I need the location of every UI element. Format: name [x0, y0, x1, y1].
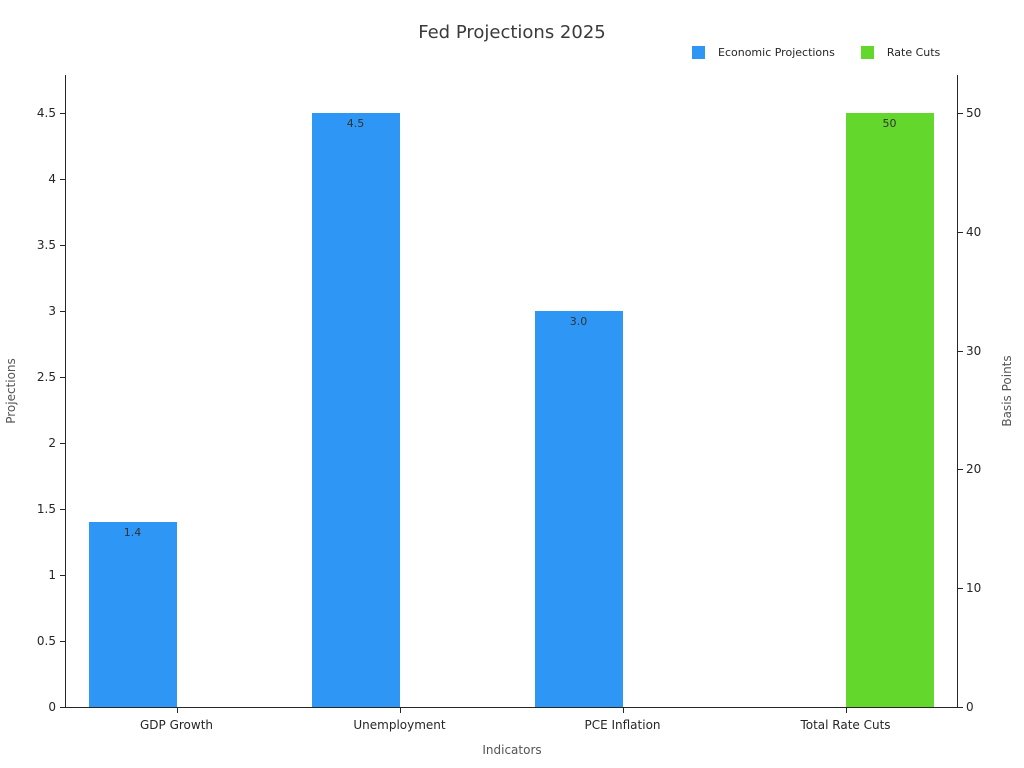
y-axis-right-tick-label: 0: [966, 700, 974, 714]
bar-value-label: 3.0: [569, 315, 588, 328]
y-axis-right-tick: [958, 707, 963, 708]
x-axis-tick-label: Total Rate Cuts: [800, 718, 891, 732]
x-axis-tick-label: Unemployment: [353, 718, 446, 732]
legend-swatch-blue: [692, 46, 705, 59]
bar-value-label: 50: [882, 117, 897, 130]
x-axis-tick-label: PCE Inflation: [584, 718, 661, 732]
y-axis-right-tick: [958, 231, 963, 233]
y-axis-left-tick: [60, 509, 65, 510]
legend-label-economic-projections: Economic Projections: [718, 46, 835, 59]
y-axis-left-tick: [60, 641, 65, 642]
y-axis-left-tick-label: 0: [48, 700, 56, 714]
x-axis-spine: [65, 707, 958, 708]
chart-title: Fed Projections 2025: [418, 22, 606, 43]
y-axis-left-tick: [60, 377, 65, 378]
bar-value-label: 1.4: [123, 526, 142, 540]
x-axis-title: Indicators: [482, 743, 542, 757]
bar-value-label: 4.5: [346, 117, 365, 130]
y-axis-left-tick: [60, 311, 65, 312]
x-axis-tick: [176, 708, 178, 713]
y-axis-right-tick-label: 50: [966, 106, 982, 120]
y-axis-left-tick: [60, 179, 65, 180]
y-axis-left-tick-label: 4: [48, 172, 56, 186]
y-axis-right-tick: [958, 469, 963, 471]
x-axis-tick: [845, 708, 847, 713]
y-axis-left-tick-label: 1.5: [36, 502, 56, 516]
legend-label-rate-cuts: Rate Cuts: [886, 46, 941, 59]
bar-total-rate-cuts: [845, 113, 934, 707]
y-axis-left-tick-label: 2.5: [36, 370, 56, 384]
y-axis-right-tick-label: 30: [966, 343, 982, 358]
y-axis-right-tick-label: 20: [966, 462, 982, 477]
x-axis-tick-label: GDP Growth: [139, 718, 214, 732]
legend-swatch-green: [860, 46, 874, 59]
x-axis-tick: [399, 708, 401, 713]
y-axis-left-tick-label: 2: [48, 436, 56, 450]
legend-item-rate-cuts: Rate Cuts: [860, 46, 941, 59]
legend: Economic Projections Rate Cuts: [692, 46, 940, 59]
y-axis-left-tick: [60, 113, 65, 114]
y-axis-left-tick-label: 3.5: [36, 238, 56, 252]
y-axis-left-tick-label: 0.5: [36, 634, 56, 648]
x-axis-tick: [622, 708, 624, 713]
y-axis-left-tick-label: 3: [48, 304, 56, 318]
y-axis-right-tick: [958, 350, 963, 352]
y-axis-right-tick-label: 10: [966, 581, 982, 596]
y-axis-left-tick: [60, 707, 65, 708]
y-axis-right-tick: [958, 588, 963, 590]
legend-item-economic-projections: Economic Projections: [692, 46, 835, 59]
y-axis-left-tick-label: 4.5: [36, 106, 56, 120]
bar-gdp-growth: [88, 522, 177, 707]
y-axis-left-tick: [60, 443, 65, 444]
y-axis-left-tick: [60, 575, 65, 576]
y-axis-right-spine: [957, 75, 958, 708]
y-axis-right-tick: [958, 113, 963, 114]
bar-pce-inflation: [534, 311, 623, 707]
y-axis-left-tick-label: 1: [48, 568, 56, 582]
bar-unemployment: [311, 113, 400, 707]
y-axis-right-tick-label: 40: [966, 224, 982, 239]
y-axis-left-tick: [60, 245, 65, 246]
y-axis-right-title: Basis Points: [1000, 355, 1014, 427]
y-axis-left-spine: [65, 75, 66, 708]
